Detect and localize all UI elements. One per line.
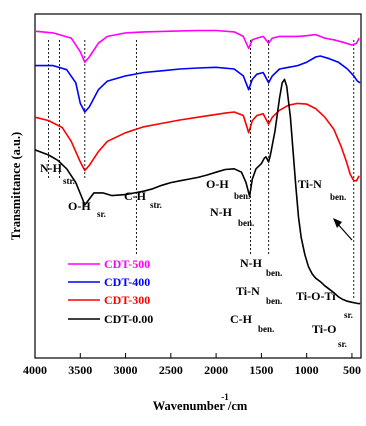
y-axis-title: Transmittance (a.u.) (9, 132, 23, 240)
series-line-cdt-300 (34, 102, 360, 182)
annotation-nh-str: N-H (40, 161, 63, 175)
annotation-nh-ben-1: N-H (210, 205, 233, 219)
annotation-tioti-sr-sub: sr. (344, 310, 353, 320)
legend-label-cdt-400: CDT-400 (104, 275, 150, 289)
x-tick-label: 3500 (68, 363, 92, 377)
legend: CDT-500 CDT-400 CDT-300 CDT-0.00 (68, 257, 153, 326)
annotation-nh-ben-2-sub: ben. (266, 268, 282, 278)
x-axis-title-text: Wavenumber /cm (153, 399, 248, 413)
series-line-cdt-500 (34, 29, 360, 63)
x-tick-label: 1000 (295, 363, 319, 377)
x-tick-label: 4000 (23, 363, 47, 377)
x-tick-label: 500 (343, 363, 361, 377)
annotation-oh-sr-sub: sr. (97, 209, 106, 219)
legend-label-cdt-0-00: CDT-0.00 (104, 312, 153, 326)
legend-label-cdt-300: CDT-300 (104, 293, 150, 307)
x-tick-label: 1500 (249, 363, 273, 377)
arrow-head (333, 218, 342, 228)
x-tick-label: 2000 (204, 363, 228, 377)
annotation-nh-ben-1-sub: ben. (238, 218, 254, 228)
annotation-ch-str-sub: str. (150, 200, 162, 210)
annotation-oh-sr: O-H (68, 199, 91, 213)
x-tick-label: 2500 (159, 363, 183, 377)
arrow-indicator (333, 218, 353, 241)
annotation-tin-ben-1: Ti-N (236, 284, 260, 298)
plot-frame (34, 13, 362, 359)
series-line-cdt-0-00 (34, 78, 361, 305)
annotation-oh-ben: O-H (206, 177, 229, 191)
annotation-ch-str: C-H (124, 189, 147, 203)
legend-label-cdt-500: CDT-500 (104, 257, 150, 271)
annotation-tio-sr-sub: sr. (338, 339, 347, 349)
x-axis-title-superscript: -1 (221, 392, 229, 402)
annotation-tin-ben-2-sub: ben. (330, 192, 346, 202)
annotation-nh-ben-2: N-H (240, 256, 263, 270)
x-axis-ticks: 4000 3500 3000 2500 2000 1500 1000 500 (23, 353, 361, 377)
annotation-tioti-sr: Ti-O-Ti (296, 289, 336, 303)
annotation-ch-ben-sub: ben. (258, 324, 274, 334)
annotation-oh-ben-sub: ben. (234, 191, 250, 201)
annotation-ch-ben: C-H (230, 312, 253, 326)
annotation-tin-ben-2: Ti-N (298, 177, 322, 191)
x-tick-label: 3000 (114, 363, 138, 377)
series-line-cdt-400 (35, 55, 361, 113)
series-lines (34, 29, 361, 305)
x-axis-title: Wavenumber /cm (153, 399, 248, 413)
dashed-marker-lines (48, 40, 355, 300)
annotation-nh-str-sub: str. (63, 176, 75, 186)
annotation-tin-ben-1-sub: ben. (266, 296, 282, 306)
annotation-tio-sr: Ti-O (312, 322, 336, 336)
